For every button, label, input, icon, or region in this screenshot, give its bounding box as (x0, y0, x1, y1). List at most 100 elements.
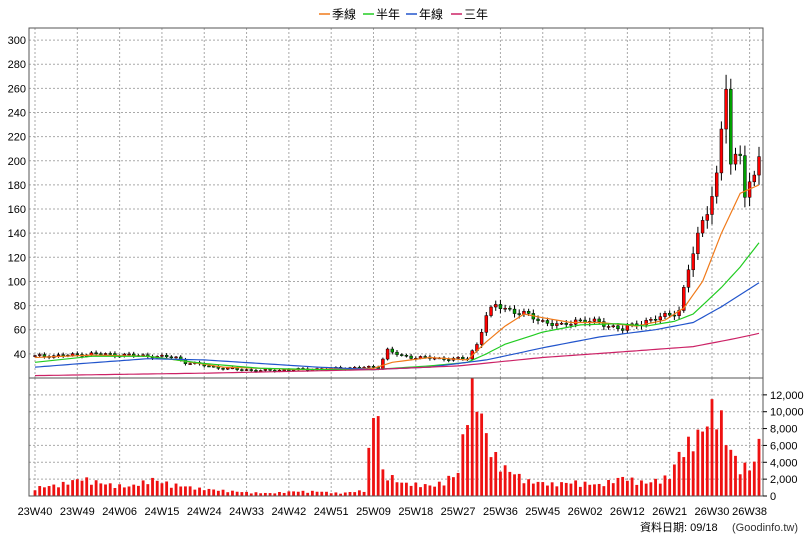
legend-label-quarter: 季線 (332, 7, 356, 22)
volume-bar (682, 457, 686, 496)
volume-bar (296, 491, 300, 496)
candle-body (667, 312, 672, 316)
volume-bar (428, 485, 432, 496)
volume-bar (254, 492, 258, 496)
volume-bar (710, 399, 714, 496)
time-tick-label: 26W38 (732, 506, 767, 518)
volume-bar (329, 493, 333, 496)
volume-bar (607, 479, 610, 496)
candle-body (56, 354, 61, 356)
candle-body (447, 359, 451, 361)
volume-bar (146, 484, 150, 496)
volume-bar (231, 490, 234, 496)
volume-tick-label: 8,000 (770, 424, 798, 436)
volume-bar (400, 482, 404, 496)
volume-bar (259, 493, 263, 496)
volume-bar (404, 482, 408, 496)
volume-bar (522, 483, 526, 496)
volume-bar (52, 484, 56, 496)
candle-body (555, 323, 559, 326)
volume-bar (310, 490, 314, 496)
volume-bar (503, 465, 507, 496)
candle-body (37, 354, 42, 356)
volume-bar (696, 429, 700, 496)
volume-bar (447, 475, 451, 496)
candle-body (423, 356, 427, 358)
volume-bar (353, 492, 357, 496)
volume-bar (216, 490, 220, 496)
candle-body (456, 357, 460, 359)
volume-bar (668, 479, 672, 496)
price-tick-label: 100 (8, 276, 26, 288)
volume-bar (433, 486, 437, 496)
candle-body (738, 153, 742, 156)
volume-bar (644, 483, 648, 496)
candle-body (249, 369, 253, 371)
volume-bar (480, 413, 484, 496)
price-tick-label: 80 (14, 301, 26, 313)
candle-body (489, 306, 493, 316)
legend-label-3year: 三年 (464, 8, 488, 22)
volume-bar (550, 482, 554, 496)
candle-body (160, 354, 164, 357)
candle-body (705, 214, 709, 221)
volume-bar (752, 461, 756, 496)
candle-body (517, 313, 521, 315)
volume-bar (593, 484, 596, 496)
candle-body (404, 355, 409, 357)
volume-bar (611, 483, 615, 496)
volume-bar (61, 481, 65, 496)
volume-bar (414, 482, 418, 496)
volume-series (33, 378, 761, 496)
candle-body (578, 319, 583, 322)
volume-bar (499, 471, 502, 496)
volume-bar (381, 469, 385, 496)
volume-bar (715, 429, 719, 496)
volume-bar (724, 445, 728, 496)
candle-body (508, 307, 512, 310)
volume-bar (687, 436, 690, 496)
candle-body (399, 354, 404, 356)
volume-bar (621, 476, 625, 496)
volume-tick-label: 10,000 (770, 407, 804, 419)
volume-bar (362, 491, 366, 496)
time-tick-label: 24W24 (187, 506, 222, 518)
volume-bar (470, 378, 474, 496)
volume-bar (494, 451, 498, 496)
volume-bar (212, 489, 216, 496)
volume-bar (390, 475, 394, 496)
candle-body (700, 220, 705, 234)
volume-bar (174, 483, 178, 496)
volume-bar (202, 490, 206, 496)
volume-bar (85, 477, 89, 496)
price-axis: 40 60 80 100 120 140 160 180 200 220 240 260 280 300 (8, 35, 26, 361)
price-tick-label: 200 (8, 156, 26, 168)
time-tick-label: 24W51 (314, 506, 349, 518)
volume-bar (640, 480, 643, 496)
candle-body (569, 324, 573, 326)
price-tick-label: 40 (14, 349, 26, 361)
candle-body (625, 325, 630, 331)
price-tick-label: 180 (8, 180, 26, 192)
candle-body (550, 323, 554, 326)
volume-bar (221, 489, 225, 496)
candle-body (724, 89, 728, 130)
volume-bar (118, 484, 122, 496)
volume-bar (165, 481, 169, 496)
volume-bar (108, 483, 112, 496)
price-tick-label: 240 (8, 107, 26, 119)
volume-bar (245, 491, 248, 496)
candle-body (108, 353, 112, 355)
volume-bar (743, 462, 747, 496)
time-tick-label: 24W33 (229, 506, 264, 518)
candle-body (127, 353, 131, 356)
candle-body (221, 368, 225, 370)
volume-bar (292, 491, 295, 496)
volume-bar (583, 481, 587, 496)
volume-bar (198, 487, 201, 496)
volume-bar (306, 492, 310, 496)
volume-bar (376, 416, 380, 496)
volume-bar (99, 483, 103, 496)
time-tick-label: 24W15 (145, 506, 180, 518)
volume-bar (325, 491, 328, 496)
